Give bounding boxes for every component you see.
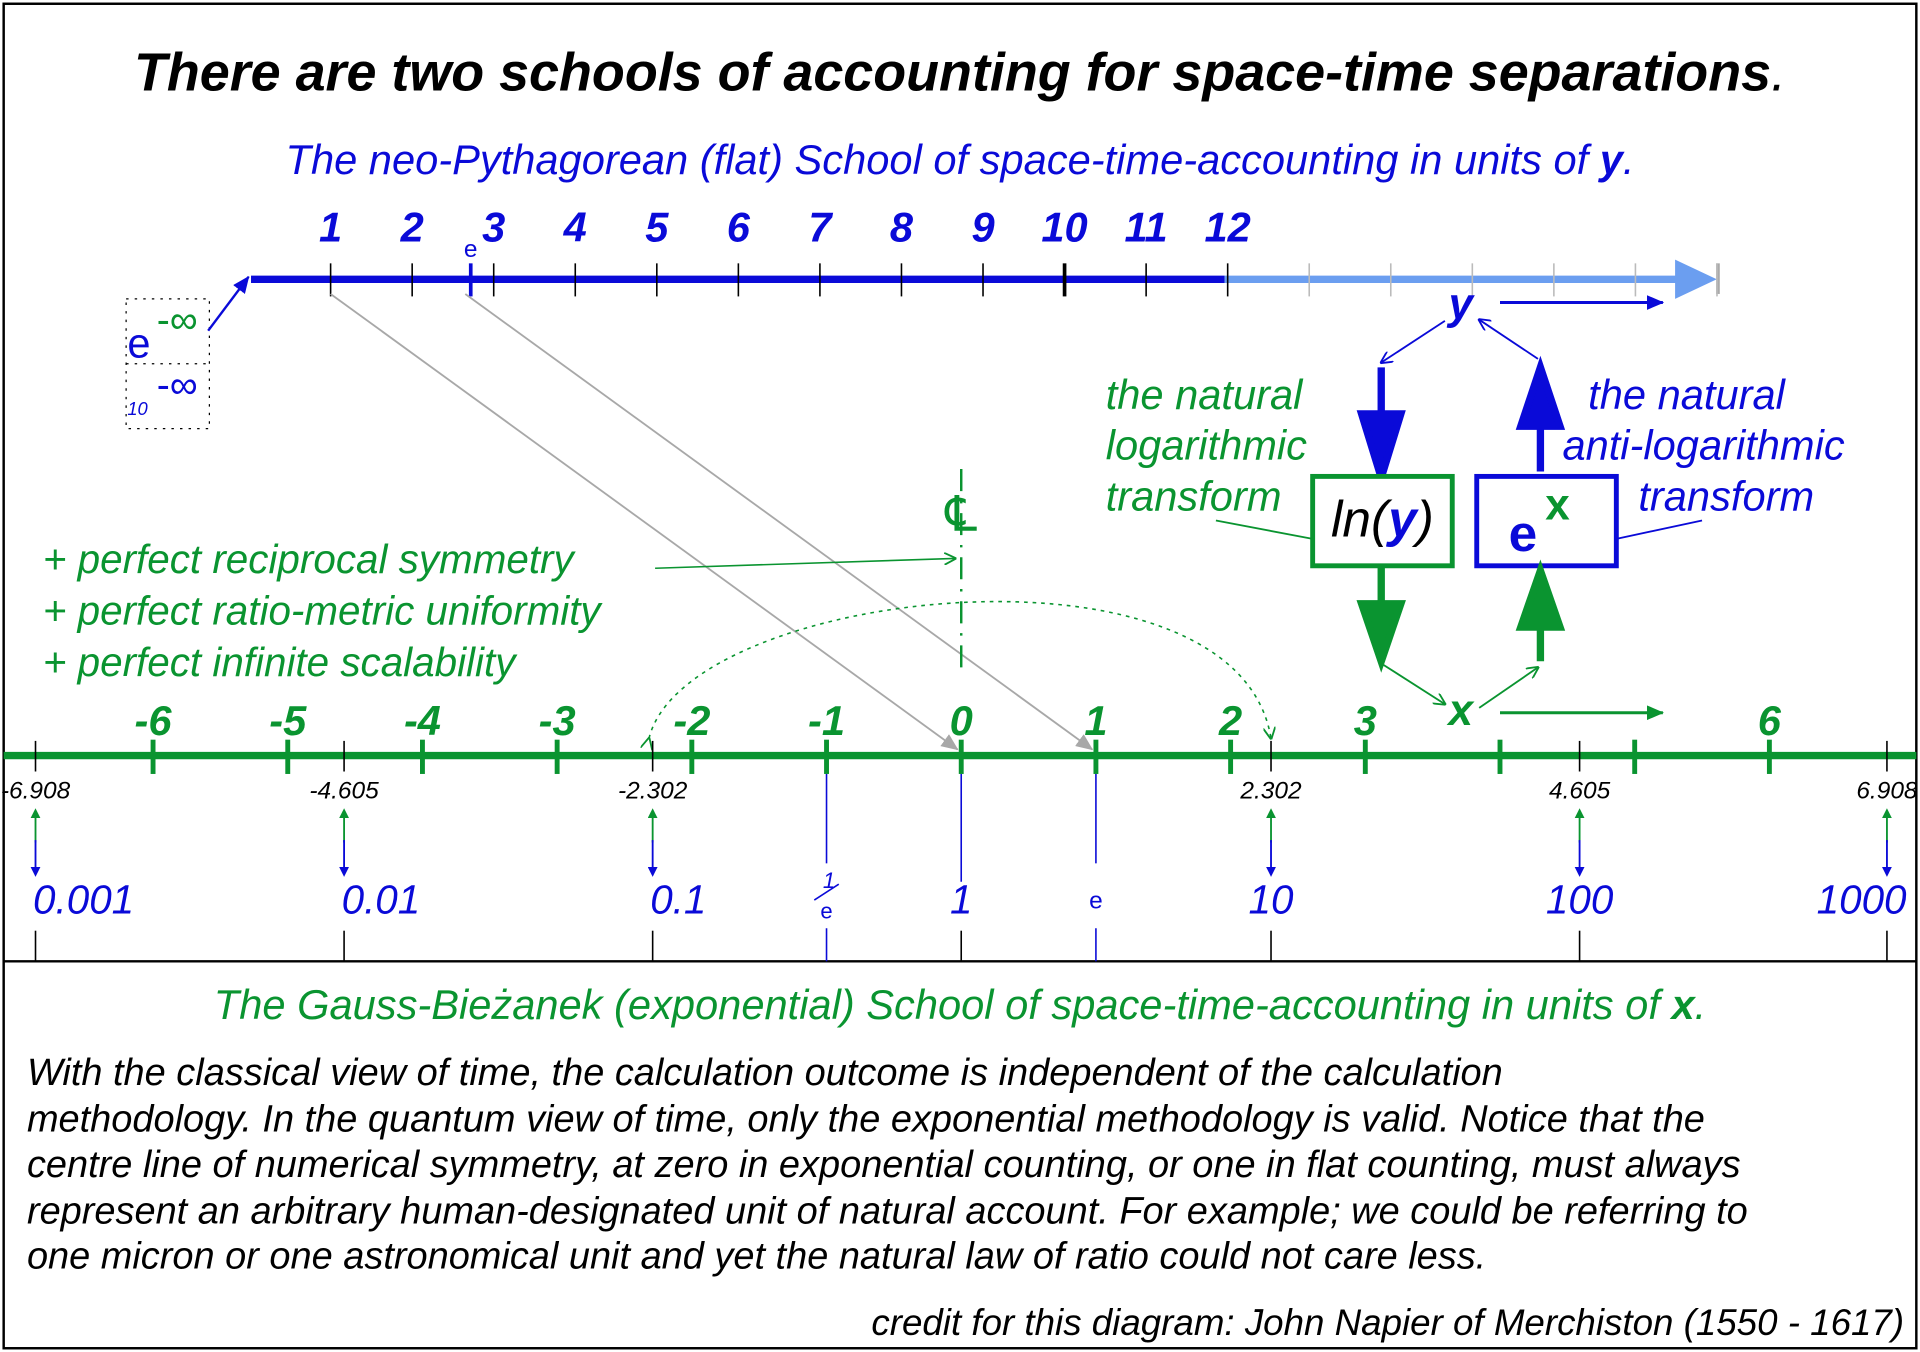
flat-axis: 1 2 3 4 5 6 7 8 9 10 11 12e	[251, 203, 1720, 299]
transform-diagram: y ln(y) e x the natural logarithmic tran…	[1106, 279, 1845, 735]
page-title: There are two schools of accounting for …	[134, 43, 1786, 103]
exp-tick-label: -4	[404, 697, 441, 744]
exp-tick-label: 0	[950, 697, 973, 744]
svg-text:one micron or one astronomical: one micron or one astronomical unit and …	[27, 1236, 1486, 1278]
exponential-axis: -6 -5 -4 -3 -2 -1 0 1 2 3 6 -6.908 -4.605 -2.302 2.302…	[1, 697, 1918, 962]
svg-text:y: y	[1447, 279, 1476, 328]
fraction-bar	[813, 883, 840, 901]
svg-text:+ perfect ratio-metric uniform: + perfect ratio-metric uniformity	[43, 588, 604, 634]
svg-text:With the classical view of tim: With the classical view of time, the cal…	[27, 1052, 1503, 1094]
flat-tick-label: 1	[319, 203, 342, 250]
flat-value-label: 0.01	[342, 877, 421, 923]
svg-text:℄: ℄	[944, 487, 977, 541]
flat-school-heading: The neo-Pythagorean (flat) School of spa…	[286, 136, 1635, 183]
centre-line: ℄	[649, 469, 1271, 738]
svg-text:the natural: the natural	[1588, 371, 1786, 418]
log-value-label: -4.605	[309, 777, 379, 804]
exp-tick-label: 1	[1084, 697, 1107, 744]
log-value-label: 4.605	[1549, 777, 1611, 804]
flat-value-label: 10	[1249, 877, 1294, 923]
negative-infinity-box: e -∞ -∞ 10	[125, 275, 250, 430]
flat-value-label: 100	[1546, 877, 1614, 923]
e-tick-label: e	[464, 236, 478, 263]
svg-text:represent an arbitrary human-d: represent an arbitrary human-designated …	[27, 1190, 1748, 1232]
flat-tick-label: 3	[482, 203, 505, 250]
exp-tick-label: -6	[135, 697, 173, 744]
svg-text:logarithmic: logarithmic	[1106, 421, 1307, 468]
flat-value-label: 0.1	[650, 877, 706, 923]
exp-tick-label: 3	[1354, 697, 1377, 744]
flat-tick-label: 5	[645, 203, 669, 250]
mapping-line-1	[330, 293, 959, 751]
exp-tick-label: -1	[808, 697, 845, 744]
flat-tick-label: 6	[727, 203, 751, 250]
svg-text:-∞: -∞	[157, 364, 198, 407]
exp-tick-label: -3	[539, 697, 576, 744]
svg-text:ln(y): ln(y)	[1331, 489, 1434, 547]
svg-text:the natural: the natural	[1106, 371, 1304, 418]
svg-text:methodology. In the quantum vi: methodology. In the quantum view of time…	[27, 1099, 1705, 1141]
flat-tick-label: 10	[1041, 203, 1087, 250]
log-value-label: -2.302	[618, 777, 688, 804]
explanation-paragraph: With the classical view of time, the cal…	[27, 1052, 1748, 1278]
flat-tick-label: 8	[890, 203, 914, 250]
flat-tick-label: 12	[1205, 203, 1251, 250]
svg-text:e: e	[1509, 504, 1538, 562]
svg-text:+ perfect reciprocal symmetry: + perfect reciprocal symmetry	[43, 536, 577, 582]
symmetry-pointer	[655, 558, 955, 570]
svg-text:x: x	[1447, 686, 1475, 735]
inv-e-numerator: 1	[823, 868, 835, 893]
svg-text:centre line of numerical symme: centre line of numerical symmetry, at ze…	[27, 1144, 1741, 1186]
log-value-label: 6.908	[1856, 777, 1918, 804]
flat-tick-label: 2	[400, 203, 424, 250]
credit: credit for this diagram: John Napier of …	[871, 1302, 1904, 1343]
flat-tick-label: 4	[563, 203, 587, 250]
exp-tick-label: 2	[1218, 697, 1242, 744]
svg-text:anti-logarithmic: anti-logarithmic	[1562, 421, 1844, 468]
exp-tick-label: -5	[269, 697, 307, 744]
log-value-label: 2.302	[1239, 777, 1302, 804]
exp-tick-label: 6	[1758, 697, 1782, 744]
svg-text:10: 10	[127, 398, 148, 419]
svg-text:transform: transform	[1638, 473, 1814, 520]
svg-text:e: e	[127, 320, 150, 367]
flat-tick-label: 7	[808, 203, 833, 250]
exp-school-heading: The Gauss-Bieżanek (exponential) School …	[214, 981, 1706, 1028]
flat-tick-label: 11	[1125, 203, 1168, 250]
svg-text:transform: transform	[1106, 473, 1282, 520]
flat-value-label: 0.001	[33, 877, 134, 923]
e-value-label: e	[1089, 888, 1103, 915]
flat-value-label: 1000	[1817, 877, 1907, 923]
log-value-label: -6.908	[1, 777, 71, 804]
properties-list: + perfect reciprocal symmetry + perfect …	[43, 536, 604, 685]
mapping-line-e	[464, 293, 1094, 751]
svg-text:-∞: -∞	[157, 299, 198, 342]
flat-value-label: 1	[950, 877, 972, 923]
inv-e-denominator: e	[820, 898, 832, 923]
svg-text:x: x	[1545, 480, 1570, 529]
exp-tick-label: -2	[673, 697, 710, 744]
flat-tick-label: 9	[971, 203, 994, 250]
flat-axis-arrowhead	[1675, 259, 1717, 299]
svg-text:+ perfect infinite scalability: + perfect infinite scalability	[43, 639, 518, 685]
